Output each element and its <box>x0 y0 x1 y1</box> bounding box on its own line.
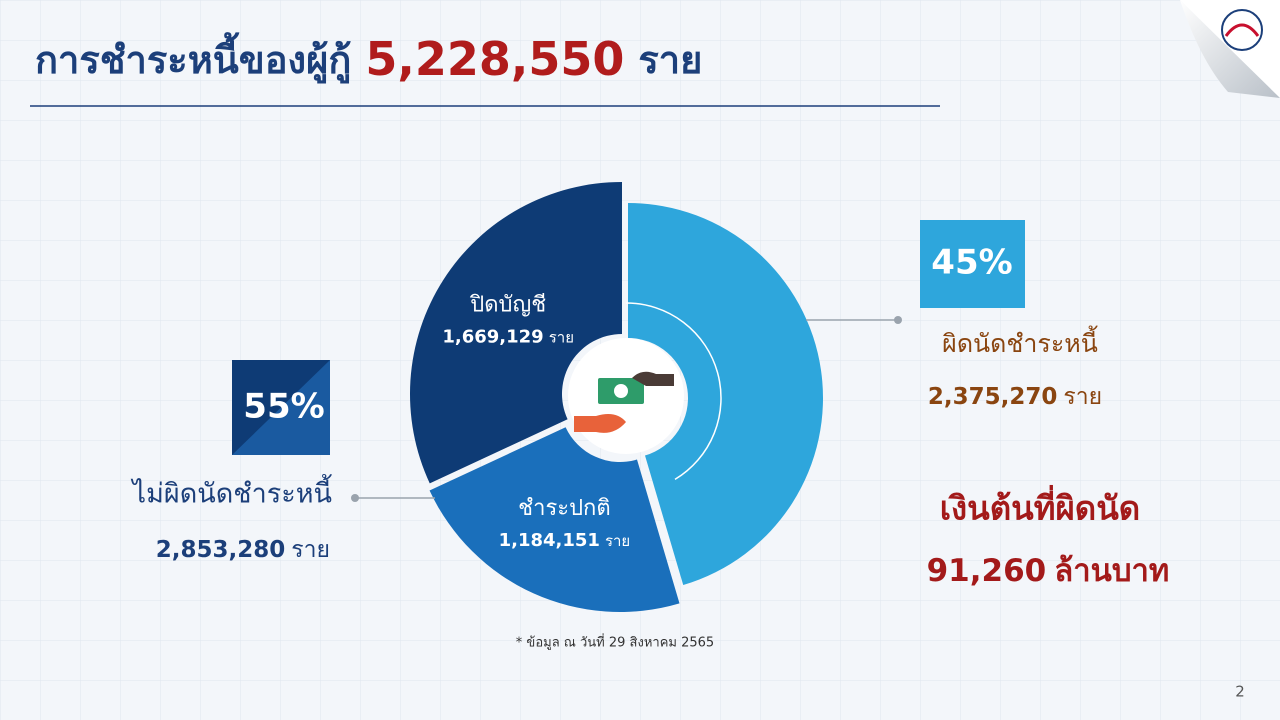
slice-value-unit: ราย <box>549 328 574 346</box>
category-label: ผิดนัดชำระหนี้ <box>942 325 1098 358</box>
slice-value-number: 1,669,129 <box>442 326 543 347</box>
title: การชำระหนี้ของผู้กู้ 5,228,550 ราย <box>35 32 702 86</box>
principal-unit: ล้านบาท <box>1054 553 1169 589</box>
slice-label: ชำระปกติ <box>518 496 611 521</box>
icon-hand-top <box>632 371 674 386</box>
count-label: 2,853,280 ราย <box>156 537 330 563</box>
principal-value: 91,260 <box>927 553 1047 589</box>
count-value: 2,853,280 <box>156 537 286 563</box>
slice-value-number: 1,184,151 <box>499 530 600 551</box>
percent-label: 45% <box>931 243 1012 283</box>
leader-dot <box>351 494 359 502</box>
slice-label: ปิดบัญชี <box>469 292 546 317</box>
slice <box>429 427 680 612</box>
slice-value: 1,184,151 ราย <box>499 530 631 551</box>
icon-hand <box>574 414 626 433</box>
slice-value: 1,669,129 ราย <box>442 326 574 347</box>
percent-label: 55% <box>243 387 324 427</box>
slice <box>410 182 622 484</box>
page-curl <box>1180 0 1280 98</box>
count-value: 2,375,270 <box>928 384 1058 410</box>
footnote: * ข้อมูล ณ วันที่ 29 สิงหาคม 2565 <box>516 634 714 651</box>
category-label: ไม่ผิดนัดชำระหนี้ <box>131 474 333 510</box>
count-unit: ราย <box>1063 384 1102 410</box>
title-total: 5,228,550 <box>365 32 624 86</box>
inner-ring <box>625 302 722 481</box>
count-label: 2,375,270 ราย <box>928 384 1102 410</box>
icon-coin <box>614 384 628 398</box>
title-text: การชำระหนี้ของผู้กู้ <box>35 32 351 84</box>
page-number: 2 <box>1235 683 1245 701</box>
slice-value-unit: ราย <box>605 532 630 550</box>
title-unit: ราย <box>638 38 702 82</box>
leader-dot <box>894 316 902 324</box>
logo-mark <box>1224 23 1260 37</box>
count-unit: ราย <box>291 537 330 563</box>
slice <box>628 203 824 586</box>
principal-amount: 91,260 ล้านบาท <box>927 553 1170 589</box>
percent-box <box>920 220 1025 308</box>
percent-box-shade <box>232 360 330 455</box>
principal-label: เงินต้นที่ผิดนัด <box>940 485 1140 528</box>
logo <box>1221 9 1263 51</box>
